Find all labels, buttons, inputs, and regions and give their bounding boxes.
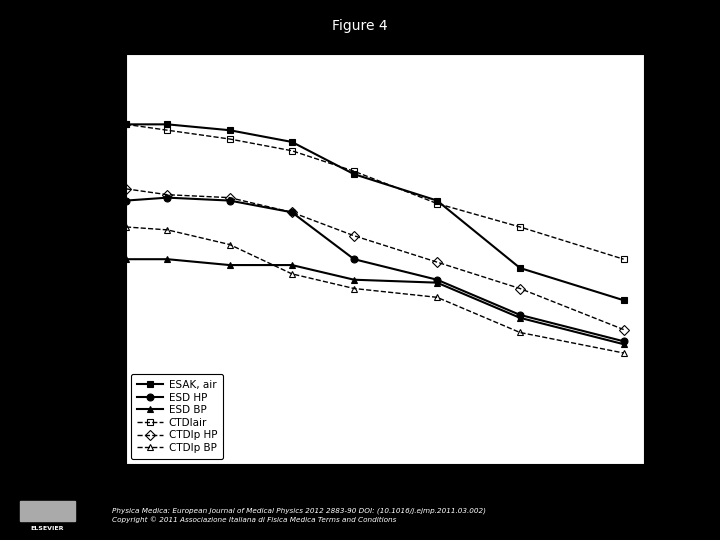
Text: Physica Medica: European Journal of Medical Physics 2012 2883-90 DOI: (10.1016/j: Physica Medica: European Journal of Medi… — [112, 507, 485, 514]
ESD BP — [163, 256, 172, 262]
CTDlp HP — [433, 259, 441, 265]
Line: CTDlp HP: CTDlp HP — [122, 185, 627, 333]
Line: ESD BP: ESD BP — [122, 256, 627, 348]
Line: CTDlp BP: CTDlp BP — [122, 224, 627, 356]
ESD HP — [350, 256, 359, 262]
ESAK, air — [516, 265, 524, 271]
ESAK, air — [433, 197, 441, 204]
ESAK, air — [122, 121, 130, 127]
ESD HP — [619, 338, 628, 345]
CTDlair — [619, 256, 628, 262]
CTDlair — [433, 200, 441, 207]
CTDlp BP — [287, 271, 296, 277]
CTDlp BP — [619, 350, 628, 356]
Text: Copyright © 2011 Associazione Italiana di Fisica Medica Terms and Conditions: Copyright © 2011 Associazione Italiana d… — [112, 516, 396, 523]
CTDlair — [122, 121, 130, 127]
ESD HP — [433, 276, 441, 283]
ESD BP — [619, 341, 628, 347]
ESD BP — [350, 276, 359, 283]
CTDlair — [163, 127, 172, 133]
ESAK, air — [163, 121, 172, 127]
CTDlp BP — [350, 285, 359, 292]
ESD HP — [516, 312, 524, 318]
Text: Figure 4: Figure 4 — [332, 19, 388, 33]
CTDlp BP — [516, 329, 524, 336]
ESAK, air — [619, 297, 628, 303]
ESD HP — [225, 197, 234, 204]
Legend: ESAK, air, ESD HP, ESD BP, CTDlair, CTDlp HP, CTDlp BP: ESAK, air, ESD HP, ESD BP, CTDlair, CTDl… — [131, 374, 223, 459]
Bar — [20, 501, 75, 522]
Text: ELSEVIER: ELSEVIER — [30, 526, 64, 531]
ESAK, air — [350, 171, 359, 178]
CTDlair — [350, 168, 359, 174]
ESD HP — [287, 209, 296, 215]
CTDlp BP — [433, 294, 441, 301]
ESD BP — [433, 279, 441, 286]
ESD HP — [163, 194, 172, 201]
CTDlp BP — [163, 227, 172, 233]
Y-axis label: ESAK, ESD, CTDlair & CTDlp (m.Gy): ESAK, ESD, CTDlair & CTDlp (m.Gy) — [70, 156, 80, 362]
CTDlair — [287, 147, 296, 154]
CTDlp BP — [225, 241, 234, 248]
CTDlp BP — [122, 224, 130, 230]
ESD HP — [122, 197, 130, 204]
CTDlp HP — [619, 326, 628, 333]
Line: ESD HP: ESD HP — [122, 194, 627, 345]
ESD BP — [287, 262, 296, 268]
Line: CTDlair: CTDlair — [122, 121, 627, 262]
ESD BP — [122, 256, 130, 262]
CTDlp HP — [122, 186, 130, 192]
CTDlair — [225, 136, 234, 142]
CTDlair — [516, 224, 524, 230]
Line: ESAK, air: ESAK, air — [122, 121, 627, 303]
ESD BP — [225, 262, 234, 268]
ESAK, air — [287, 139, 296, 145]
CTDlp HP — [225, 194, 234, 201]
ESD BP — [516, 315, 524, 321]
ESAK, air — [225, 127, 234, 133]
CTDlp HP — [516, 285, 524, 292]
CTDlp HP — [350, 233, 359, 239]
CTDlp HP — [163, 192, 172, 198]
CTDlp HP — [287, 209, 296, 215]
X-axis label: Offset from gantry isocenter (cm): Offset from gantry isocenter (cm) — [273, 489, 498, 502]
